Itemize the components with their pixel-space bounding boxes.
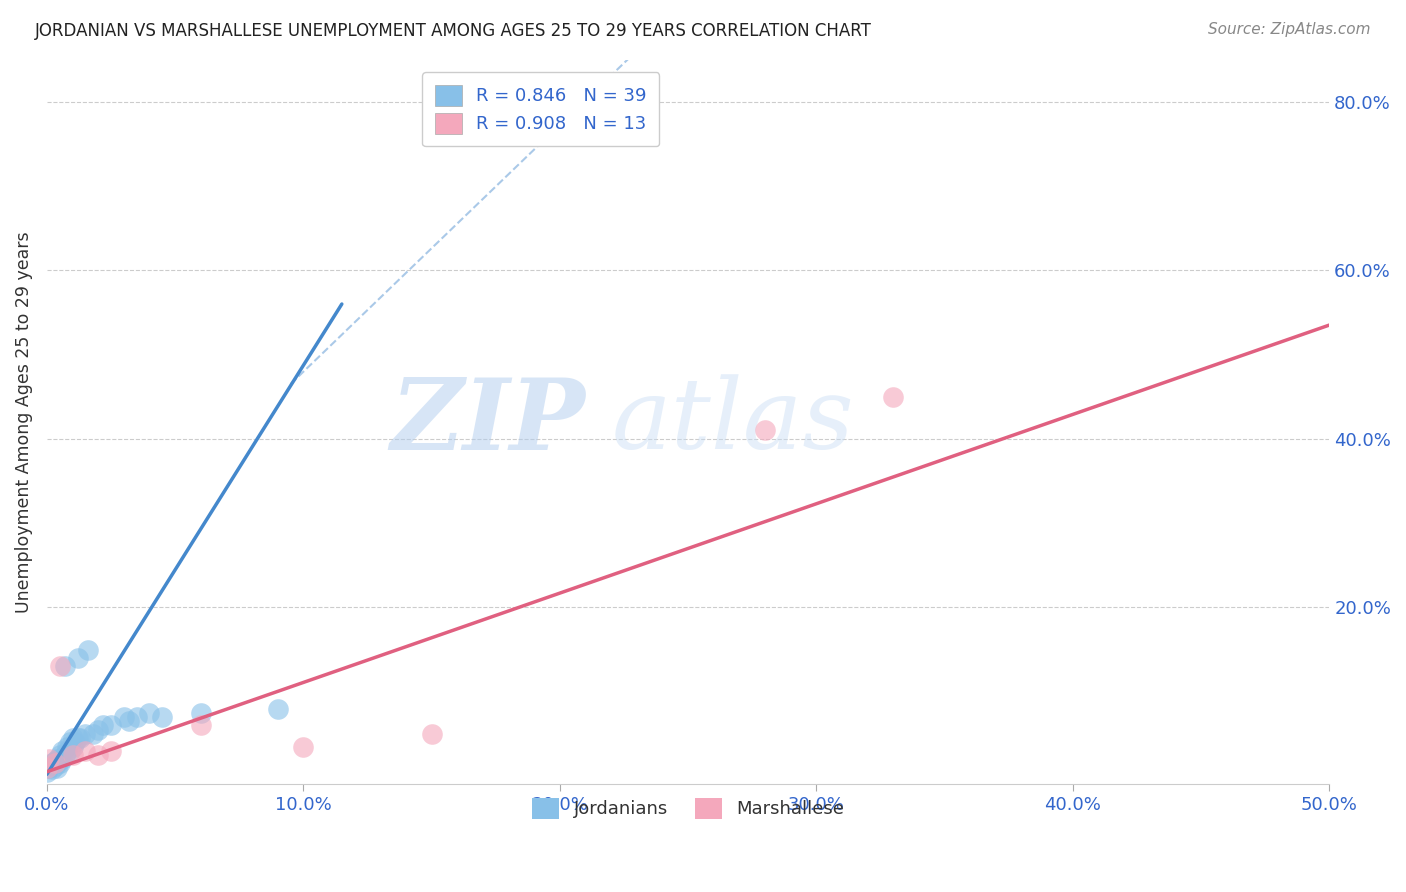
- Point: [62, 739, 84, 754]
- Point: [138, 706, 160, 720]
- Point: [53, 747, 76, 762]
- Point: [44, 754, 66, 768]
- Point: [63, 735, 86, 749]
- Point: [62, 731, 84, 745]
- Point: [75, 744, 97, 758]
- Point: [51, 744, 73, 758]
- Y-axis label: Unemployment Among Ages 25 to 29 years: Unemployment Among Ages 25 to 29 years: [15, 231, 32, 613]
- Point: [69, 731, 91, 745]
- Point: [75, 727, 97, 741]
- Point: [66, 651, 89, 665]
- Point: [59, 744, 82, 758]
- Point: [190, 706, 212, 720]
- Point: [35, 764, 58, 779]
- Point: [46, 752, 69, 766]
- Point: [754, 424, 776, 438]
- Point: [420, 727, 443, 741]
- Point: [53, 659, 76, 673]
- Point: [82, 727, 104, 741]
- Point: [59, 735, 82, 749]
- Text: ZIP: ZIP: [391, 374, 585, 470]
- Point: [35, 761, 58, 775]
- Point: [48, 752, 70, 766]
- Point: [41, 762, 63, 776]
- Text: Source: ZipAtlas.com: Source: ZipAtlas.com: [1208, 22, 1371, 37]
- Point: [46, 756, 69, 771]
- Point: [87, 723, 110, 737]
- Point: [87, 747, 110, 762]
- Point: [48, 756, 70, 771]
- Point: [51, 752, 73, 766]
- Point: [125, 710, 148, 724]
- Point: [56, 744, 79, 758]
- Point: [190, 718, 212, 732]
- Point: [44, 759, 66, 773]
- Point: [77, 642, 100, 657]
- Text: JORDANIAN VS MARSHALLESE UNEMPLOYMENT AMONG AGES 25 TO 29 YEARS CORRELATION CHAR: JORDANIAN VS MARSHALLESE UNEMPLOYMENT AM…: [35, 22, 872, 40]
- Point: [56, 739, 79, 754]
- Point: [46, 761, 69, 775]
- Point: [66, 731, 89, 745]
- Point: [100, 744, 122, 758]
- Point: [44, 756, 66, 771]
- Point: [38, 752, 60, 766]
- Point: [62, 747, 84, 762]
- Point: [292, 739, 315, 754]
- Point: [100, 718, 122, 732]
- Text: atlas: atlas: [612, 375, 853, 470]
- Point: [267, 701, 290, 715]
- Point: [48, 747, 70, 762]
- Point: [91, 718, 114, 732]
- Point: [882, 390, 904, 404]
- Legend: Jordanians, Marshallese: Jordanians, Marshallese: [524, 791, 852, 826]
- Point: [150, 710, 173, 724]
- Point: [48, 659, 70, 673]
- Point: [112, 710, 135, 724]
- Point: [41, 756, 63, 771]
- Point: [118, 714, 141, 729]
- Point: [38, 761, 60, 775]
